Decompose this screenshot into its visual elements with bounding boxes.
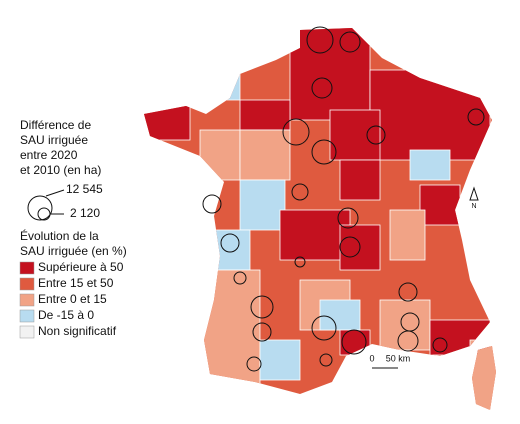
scale-end: 50 km: [386, 353, 411, 363]
proportional-circles: [202, 26, 485, 372]
north-arrow: [469, 186, 479, 201]
legend-title: et 2010 (en ha): [20, 163, 101, 177]
departments: [144, 28, 496, 410]
size-key-small: [37, 207, 51, 221]
legend-title: Évolution de la: [20, 228, 99, 243]
legend-label: Supérieure à 50: [38, 260, 124, 274]
key-leader: [45, 189, 65, 197]
size-label: 2 120: [70, 206, 100, 220]
legend-title: SAU irriguée (en %): [20, 244, 127, 258]
size-label: 12 545: [66, 182, 103, 196]
legend-label: Non significatif: [38, 324, 117, 338]
legend-swatch: [19, 261, 35, 275]
legend-label: Entre 0 et 15: [38, 292, 107, 306]
north-label: N: [471, 203, 476, 210]
legend-swatch: [19, 325, 35, 339]
legend-label: Entre 15 et 50: [38, 276, 114, 290]
scale-start: 0: [369, 353, 374, 363]
legend-title: Différence de: [20, 118, 91, 132]
size-key-large: [27, 195, 53, 221]
legend-swatch: [19, 309, 35, 323]
legend-title: SAU irriguée: [20, 133, 88, 147]
legend-swatch: [19, 277, 35, 291]
legend-label: De -15 à 0: [38, 308, 94, 322]
legend-swatch: [19, 293, 35, 307]
legend-title: entre 2020: [20, 148, 78, 162]
